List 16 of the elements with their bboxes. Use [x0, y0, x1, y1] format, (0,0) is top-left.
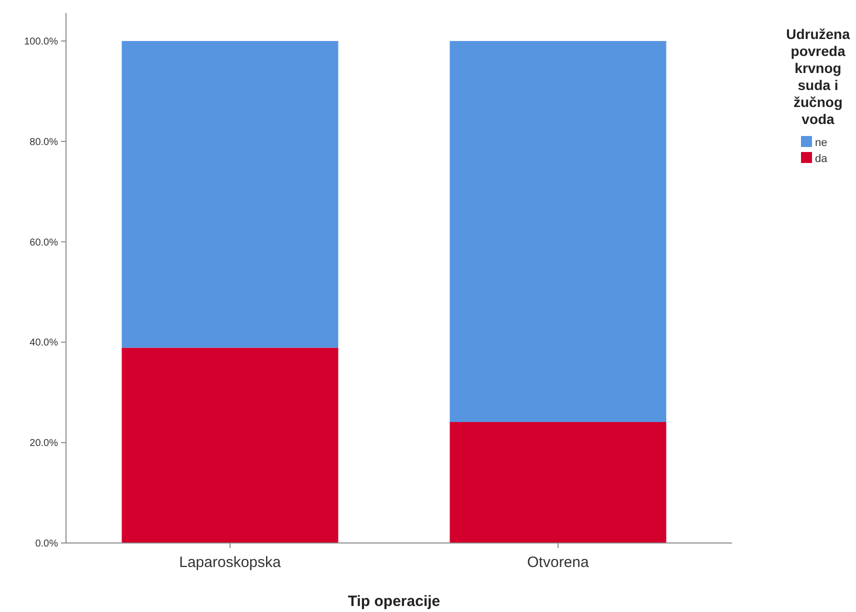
bar	[122, 41, 338, 348]
bar	[450, 41, 666, 422]
legend-title: Udružena povreda krvnog suda i žučnog voda	[786, 26, 850, 127]
y-tick-label: 20.0%	[30, 438, 58, 450]
y-tick-label: 0.0%	[35, 538, 58, 550]
bar	[450, 422, 666, 543]
y-tick-label: 100.0%	[24, 36, 58, 48]
x-axis-title: Tip operacije	[348, 593, 440, 610]
legend-label: da	[815, 152, 828, 165]
y-tick-label: 60.0%	[30, 237, 58, 248]
legend-label: ne	[815, 136, 828, 149]
bar	[122, 348, 338, 543]
y-tick-label: 80.0%	[30, 136, 58, 148]
x-tick-label: Otvorena	[527, 554, 590, 571]
x-tick-label: Laparoskopska	[179, 554, 282, 571]
y-tick-label: 40.0%	[30, 338, 58, 349]
